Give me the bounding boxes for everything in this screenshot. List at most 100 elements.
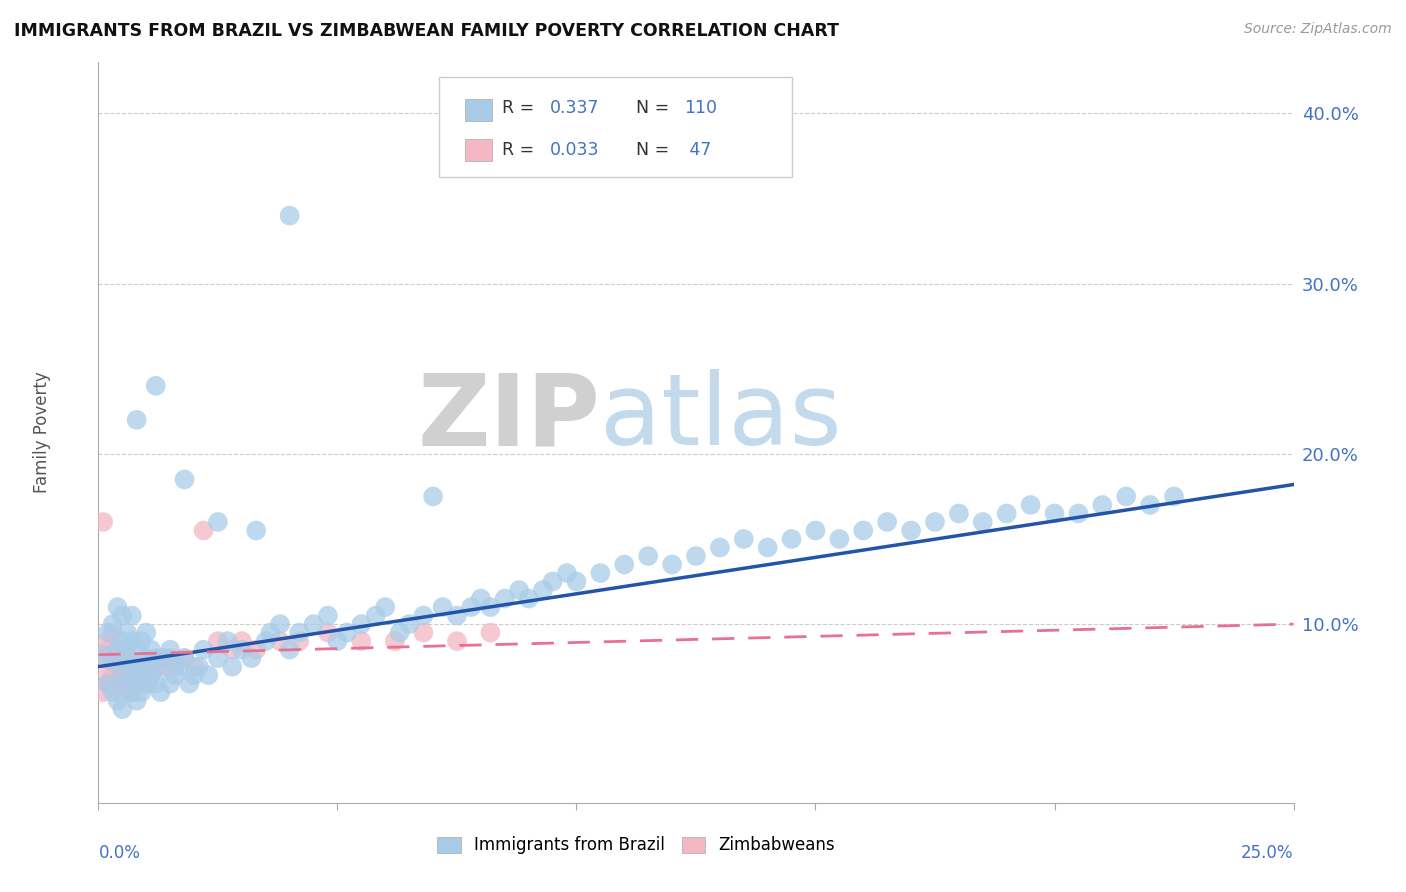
Point xyxy=(948,507,970,521)
Point xyxy=(350,634,373,648)
Point xyxy=(972,515,994,529)
FancyBboxPatch shape xyxy=(465,99,492,121)
Text: N =: N = xyxy=(636,99,675,117)
Point xyxy=(446,634,468,648)
Point xyxy=(316,625,339,640)
Point xyxy=(384,634,406,648)
Point xyxy=(115,676,138,690)
Point xyxy=(288,634,311,648)
Point xyxy=(231,642,253,657)
Text: ZIP: ZIP xyxy=(418,369,600,467)
Point xyxy=(193,524,215,538)
Point xyxy=(149,659,172,673)
Point xyxy=(1115,490,1137,504)
Point xyxy=(121,685,143,699)
Point xyxy=(326,634,349,648)
Point xyxy=(661,558,683,572)
Point xyxy=(207,515,229,529)
Text: IMMIGRANTS FROM BRAZIL VS ZIMBABWEAN FAMILY POVERTY CORRELATION CHART: IMMIGRANTS FROM BRAZIL VS ZIMBABWEAN FAM… xyxy=(14,22,839,40)
Text: Source: ZipAtlas.com: Source: ZipAtlas.com xyxy=(1244,22,1392,37)
Point xyxy=(388,625,411,640)
Point xyxy=(97,625,120,640)
Point xyxy=(149,651,172,665)
Text: 47: 47 xyxy=(685,141,711,159)
Point xyxy=(828,532,851,546)
Point xyxy=(131,668,153,682)
Point xyxy=(1139,498,1161,512)
Point xyxy=(107,659,129,673)
Text: R =: R = xyxy=(502,141,540,159)
Point xyxy=(494,591,516,606)
Point xyxy=(565,574,588,589)
Point xyxy=(111,608,134,623)
Point xyxy=(91,651,114,665)
Point xyxy=(125,642,148,657)
Point xyxy=(479,625,502,640)
Point xyxy=(221,642,243,657)
Point xyxy=(155,651,177,665)
Point xyxy=(145,651,167,665)
Point xyxy=(111,651,134,665)
Point xyxy=(155,659,177,673)
Point xyxy=(804,524,827,538)
Point xyxy=(159,676,181,690)
Point xyxy=(613,558,636,572)
Point xyxy=(1043,507,1066,521)
Point xyxy=(900,524,922,538)
Point xyxy=(179,676,201,690)
Point xyxy=(685,549,707,563)
Text: 0.033: 0.033 xyxy=(550,141,600,159)
Point xyxy=(187,659,209,673)
Point xyxy=(269,617,291,632)
Point xyxy=(91,685,114,699)
Point xyxy=(135,676,157,690)
Point xyxy=(97,634,120,648)
Point xyxy=(111,702,134,716)
Point xyxy=(125,659,148,673)
Point xyxy=(517,591,540,606)
Point xyxy=(173,651,195,665)
Text: 0.0%: 0.0% xyxy=(98,844,141,862)
Point xyxy=(97,676,120,690)
Point xyxy=(374,600,396,615)
Point xyxy=(240,651,263,665)
Point xyxy=(121,608,143,623)
Point xyxy=(316,608,339,623)
Point xyxy=(876,515,898,529)
Point xyxy=(193,642,215,657)
Point xyxy=(101,651,124,665)
Point xyxy=(159,642,181,657)
Point xyxy=(709,541,731,555)
Text: 110: 110 xyxy=(685,99,717,117)
Point xyxy=(115,642,138,657)
Point xyxy=(422,490,444,504)
Point xyxy=(163,668,186,682)
Point xyxy=(460,600,482,615)
Point xyxy=(259,625,281,640)
Point xyxy=(145,676,167,690)
Point xyxy=(183,659,205,673)
Point xyxy=(412,625,434,640)
Point xyxy=(131,685,153,699)
Point xyxy=(733,532,755,546)
Point xyxy=(121,685,143,699)
Point xyxy=(1019,498,1042,512)
Point xyxy=(139,642,162,657)
FancyBboxPatch shape xyxy=(439,78,792,178)
Point xyxy=(173,472,195,486)
Point xyxy=(531,582,554,597)
Text: 0.337: 0.337 xyxy=(550,99,600,117)
Point xyxy=(432,600,454,615)
Point xyxy=(135,651,157,665)
Point xyxy=(107,600,129,615)
Point xyxy=(207,634,229,648)
Point xyxy=(97,676,120,690)
Point xyxy=(107,694,129,708)
Point xyxy=(245,642,267,657)
Point xyxy=(139,668,162,682)
Point xyxy=(254,634,277,648)
Point xyxy=(173,651,195,665)
Point xyxy=(111,668,134,682)
Point xyxy=(145,659,167,673)
Point xyxy=(269,634,291,648)
